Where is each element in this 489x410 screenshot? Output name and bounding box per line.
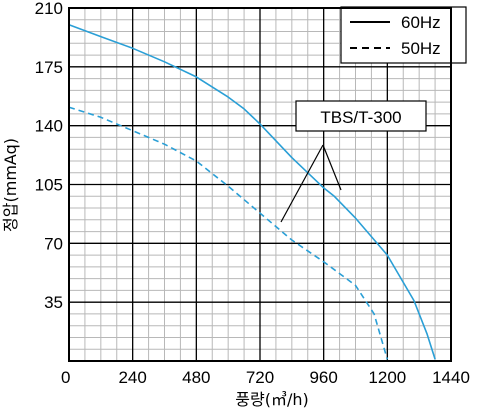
x-tick-label: 720 (246, 368, 274, 387)
model-annotation: TBS/T-300 (280, 100, 427, 223)
y-tick-label: 175 (35, 58, 63, 77)
x-tick-label: 480 (182, 368, 210, 387)
annotation-label: TBS/T-300 (320, 108, 401, 127)
plot-frame (68, 7, 452, 362)
y-tick-label: 140 (35, 117, 63, 136)
y-tick-label: 105 (35, 176, 63, 195)
x-axis-label: 풍량(㎥/h) (235, 390, 308, 409)
series-line-60hz (68, 24, 436, 360)
legend-label-50hz: 50Hz (401, 39, 441, 58)
legend-label-60hz: 60Hz (401, 13, 441, 32)
annotation-leader-50hz (280, 144, 324, 223)
x-tick-label: 1440 (432, 368, 470, 387)
series-line-50hz (68, 106, 389, 360)
annotation-box (295, 100, 427, 132)
major-grid (69, 8, 451, 361)
y-tick-label: 210 (35, 0, 63, 18)
y-tick-labels: 35 70 105 140 175 210 (35, 0, 63, 312)
annotation-leader-60hz (322, 144, 342, 191)
x-tick-label: 1200 (368, 368, 406, 387)
x-tick-labels: 0 240 480 720 960 1200 1440 (61, 368, 470, 387)
series-layer (68, 24, 436, 360)
legend: 60Hz 50Hz (340, 6, 467, 64)
y-axis-label: 정압(mmAq) (1, 138, 20, 232)
x-tick-label: 960 (309, 368, 337, 387)
y-tick-label: 70 (44, 234, 63, 253)
y-tick-label: 35 (44, 293, 63, 312)
x-tick-label: 240 (118, 368, 146, 387)
x-tick-label: 0 (61, 368, 70, 387)
